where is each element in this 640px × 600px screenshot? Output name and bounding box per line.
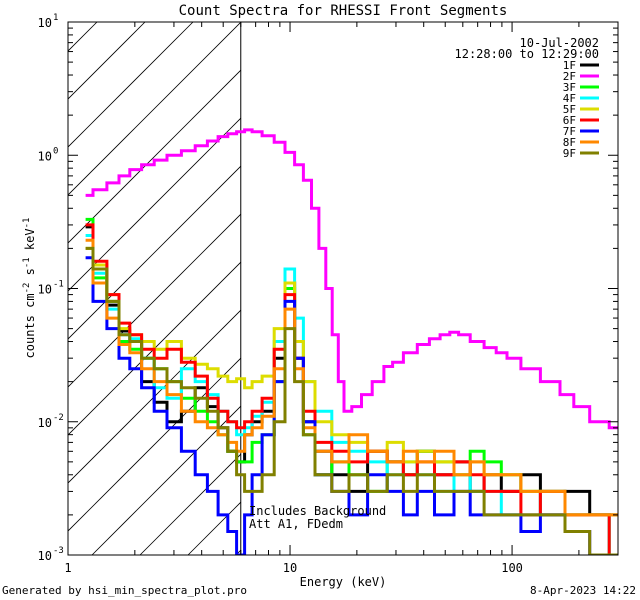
hatch-line: [68, 309, 241, 484]
y-tick-label: 10: [38, 149, 52, 163]
hatch-line: [0, 22, 1, 555]
legend-label-1F: 1F: [563, 59, 576, 72]
y-tick-exponent: 0: [53, 146, 58, 156]
y-tick-exponent: 1: [53, 13, 58, 23]
legend-label-3F: 3F: [563, 81, 576, 94]
series-line-9F: [85, 246, 618, 555]
y-tick-label: 10: [38, 416, 52, 430]
x-axis-label: Energy (keV): [300, 575, 387, 589]
y-tick-label: 10: [38, 16, 52, 30]
hatch-line: [91, 405, 241, 555]
x-tick-labels: 1 10 100: [64, 561, 523, 575]
series-line-7F: [85, 256, 618, 555]
series-line-6F: [85, 223, 618, 555]
annotation-background: Includes Background: [249, 504, 386, 518]
y-tick-label: 10: [38, 549, 52, 563]
x-tick-label: 10: [283, 561, 297, 575]
legend-label-5F: 5F: [563, 103, 576, 116]
y-axis-label-part: -1: [22, 257, 32, 268]
hatch-line: [68, 213, 241, 388]
series-line-2F: [85, 128, 618, 430]
x-tick-label: 1: [64, 561, 71, 575]
chart-title: Count Spectra for RHESSI Front Segments: [179, 3, 508, 19]
legend-label-6F: 6F: [563, 114, 576, 127]
legend-label-7F: 7F: [563, 125, 576, 138]
annotation-attenuator: Att A1, FDedm: [249, 517, 343, 531]
hatch-line: [68, 357, 241, 532]
hatch-line: [68, 261, 241, 436]
y-tick-label: 10: [38, 283, 52, 297]
hatch-line: [620, 22, 640, 555]
legend-label-9F: 9F: [563, 147, 576, 160]
hatch-line: [68, 22, 241, 196]
footer-generated-by: Generated by hsi_min_spectra_plot.pro: [2, 584, 247, 597]
y-tick-exponent: -2: [53, 413, 64, 423]
series-lines: [85, 128, 618, 555]
y-axis-label-part: keV: [23, 228, 37, 257]
y-axis-label-part: -2: [22, 283, 32, 294]
y-axis-label: counts cm-2 s-1 keV-1: [22, 218, 37, 359]
legend-label-8F: 8F: [563, 136, 576, 149]
legend-label-4F: 4F: [563, 92, 576, 105]
axis-ticks: [67, 21, 619, 556]
y-axis-label-part: counts cm: [23, 293, 37, 358]
y-axis-label-part: -1: [22, 218, 32, 229]
hatch-line: [572, 22, 640, 555]
y-axis-label-part: s: [23, 268, 37, 282]
hatch-line: [139, 453, 241, 555]
footer-timestamp: 8-Apr-2023 14:22: [530, 584, 636, 597]
y-tick-exponent: -3: [53, 546, 64, 556]
legend-label-2F: 2F: [563, 70, 576, 83]
hatch-line: [68, 22, 194, 148]
date-label: 10-Jul-2002: [520, 36, 599, 50]
hatch-line: [68, 69, 241, 244]
hatch-line: [68, 165, 241, 340]
y-tick-exponent: -1: [53, 280, 64, 290]
time-range-label: 12:28:00 to 12:29:00: [455, 47, 600, 61]
x-tick-label: 100: [501, 561, 523, 575]
